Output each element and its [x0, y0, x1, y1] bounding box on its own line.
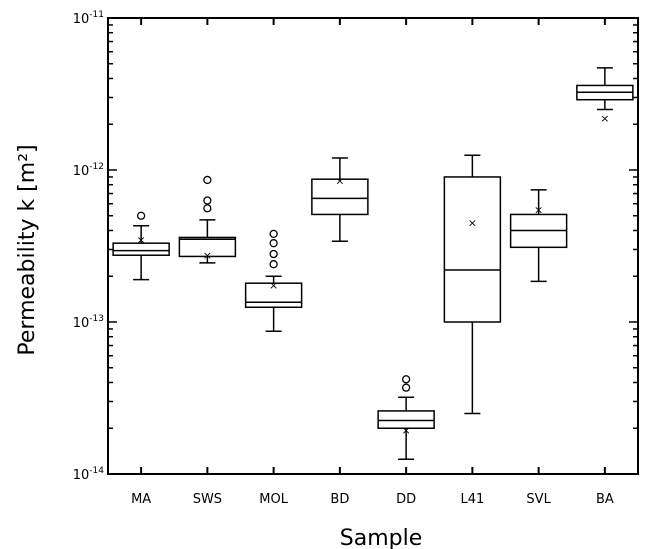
- y-tick-label: 10-11: [73, 10, 104, 27]
- outlier-point: [269, 229, 278, 239]
- x-tick-label: DD: [396, 492, 416, 507]
- outlier-point: [269, 249, 278, 259]
- outlier-point: [203, 175, 212, 185]
- box-dd: ×: [377, 375, 435, 461]
- mean-marker: ×: [468, 217, 477, 230]
- y-tick-label: 10-14: [73, 466, 105, 483]
- x-tick-label: L41: [460, 492, 484, 507]
- box-sws: ×: [178, 175, 237, 264]
- x-tick-label: BA: [596, 492, 614, 507]
- box-series: × × × × × × × ×: [112, 67, 634, 461]
- x-tick-label: SWS: [193, 492, 222, 507]
- box-l41: ×: [443, 154, 502, 415]
- outlier-point: [401, 383, 411, 392]
- x-tick-label: MOL: [259, 492, 288, 507]
- outlier-point: [203, 196, 212, 205]
- box-iqr: [244, 282, 303, 309]
- y-axis-title: Permeability k [m²]: [15, 144, 40, 355]
- mean-marker: ×: [534, 203, 543, 216]
- box-ba: ×: [576, 67, 634, 125]
- box-iqr: [443, 176, 502, 323]
- x-axis-title: Sample: [340, 526, 423, 549]
- outlier-point: [269, 239, 278, 248]
- mean-marker: ×: [335, 175, 344, 188]
- outlier-point: [203, 204, 212, 213]
- outlier-point: [269, 260, 278, 269]
- box-mol: ×: [244, 229, 303, 332]
- box-iqr: [112, 242, 170, 256]
- mean-marker: ×: [600, 112, 609, 125]
- box-iqr: [178, 236, 237, 258]
- box-iqr: [377, 410, 435, 429]
- plot-frame: [107, 17, 639, 475]
- mean-marker: ×: [269, 279, 278, 292]
- outlier-point: [136, 211, 146, 220]
- x-tick-label: BD: [330, 492, 349, 507]
- box-bd: ×: [311, 157, 369, 242]
- box-ma: ×: [112, 211, 170, 281]
- x-tick-label: SVL: [526, 492, 551, 507]
- box-svl: ×: [509, 189, 568, 283]
- x-axis-tick-labels: MA SWS MOL BD DD L41 SVL BA: [131, 18, 614, 507]
- mean-marker: ×: [203, 249, 212, 262]
- x-tick-label: MA: [131, 492, 151, 507]
- y-axis-ticks: [108, 24, 638, 475]
- mean-marker: ×: [137, 233, 146, 246]
- mean-marker: ×: [402, 424, 411, 437]
- y-axis-tick-labels: 10-14 10-13 10-12 10-11: [73, 10, 105, 483]
- plot-border: [107, 17, 639, 475]
- box-iqr: [311, 178, 369, 216]
- y-tick-label: 10-13: [73, 314, 104, 331]
- y-tick-label: 10-12: [73, 162, 104, 179]
- outlier-point: [401, 375, 411, 384]
